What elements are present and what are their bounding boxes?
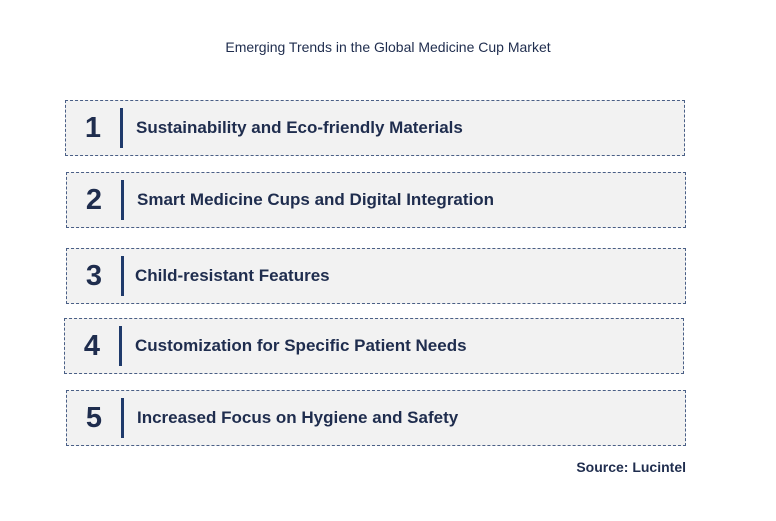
trend-label: Customization for Specific Patient Needs xyxy=(135,336,467,355)
trend-divider xyxy=(119,326,122,366)
trend-row-4: 4 Customization for Specific Patient Nee… xyxy=(64,318,684,374)
trend-divider xyxy=(121,180,124,220)
trend-row-2: 2 Smart Medicine Cups and Digital Integr… xyxy=(66,172,686,228)
diagram-title: Emerging Trends in the Global Medicine C… xyxy=(225,39,551,55)
trend-row-1: 1 Sustainability and Eco-friendly Materi… xyxy=(65,100,685,156)
trend-row-5: 5 Increased Focus on Hygiene and Safety xyxy=(66,390,686,446)
trend-label: Increased Focus on Hygiene and Safety xyxy=(137,408,459,427)
trend-label: Smart Medicine Cups and Digital Integrat… xyxy=(137,190,495,209)
trend-number: 4 xyxy=(83,329,101,362)
trend-divider xyxy=(120,108,123,148)
trend-number: 3 xyxy=(85,259,103,292)
trend-row-3: 3 Child-resistant Features xyxy=(66,248,686,304)
trend-divider xyxy=(121,256,124,296)
trend-divider xyxy=(121,398,124,438)
trend-number: 5 xyxy=(85,401,103,434)
trend-number: 1 xyxy=(84,111,102,144)
trend-label: Sustainability and Eco-friendly Material… xyxy=(136,118,463,137)
source-note: Source: Lucintel xyxy=(576,459,686,475)
trend-label: Child-resistant Features xyxy=(135,266,330,285)
trend-number: 2 xyxy=(85,183,103,216)
